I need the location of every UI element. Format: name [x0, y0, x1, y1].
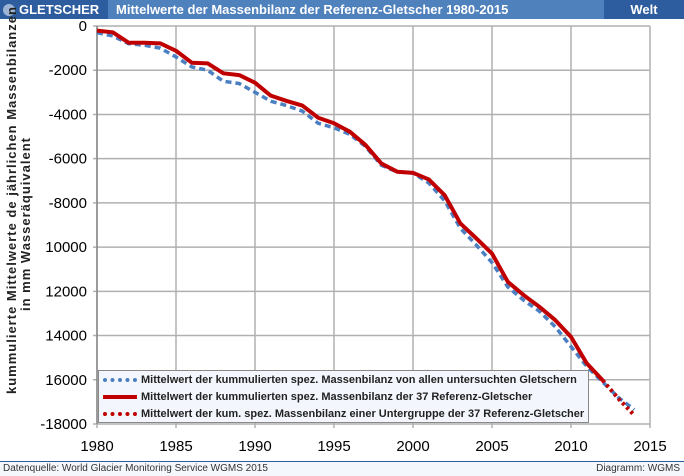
y-axis-label-line2: in mm Wasseräquivalent: [19, 54, 33, 394]
y-tick-label: 10000: [45, 239, 87, 256]
y-tick-label: -4000: [49, 106, 87, 123]
x-tick-label: 2005: [475, 438, 508, 455]
legend-label: Mittelwert der kummulierten spez. Massen…: [141, 374, 577, 386]
y-tick-label: -18000: [40, 416, 87, 433]
legend-item: Mittelwert der kummulierten spez. Massen…: [99, 371, 584, 388]
x-tick-label: 2015: [633, 438, 666, 455]
series-line-solid: [97, 31, 603, 381]
legend-label: Mittelwert der kummulierten spez. Massen…: [141, 391, 532, 403]
x-tick-label: 1990: [238, 438, 271, 455]
y-tick-label: -8000: [49, 195, 87, 212]
x-tick-label: 1980: [80, 438, 113, 455]
solid-red-swatch-icon: [103, 395, 137, 399]
y-tick-label: 12000: [45, 283, 87, 300]
y-axis-label: kummulierte Mittelwerte de jährlichen Ma…: [5, 54, 33, 394]
x-tick-label: 1985: [159, 438, 192, 455]
y-tick-label: -6000: [49, 151, 87, 168]
diagram-credit: Diagramm: WGMS: [596, 463, 680, 474]
series-line-dashed: [97, 33, 634, 410]
legend-item: Mittelwert der kummulierten spez. Massen…: [99, 388, 584, 405]
footer: Datenquelle: World Glacier Monitoring Se…: [0, 461, 684, 476]
dashed-blue-swatch-icon: [103, 378, 137, 382]
x-tick-label: 2010: [554, 438, 587, 455]
dotted-red-swatch-icon: [103, 412, 137, 416]
legend: Mittelwert der kummulierten spez. Massen…: [98, 370, 589, 423]
data-source: Datenquelle: World Glacier Monitoring Se…: [3, 463, 268, 474]
y-tick-label: 16000: [45, 372, 87, 389]
legend-label: Mittelwert der kum. spez. Massenbilanz e…: [141, 408, 584, 420]
y-axis-label-line1: kummulierte Mittelwerte de jährlichen Ma…: [5, 54, 19, 394]
y-tick-label: 0: [79, 18, 87, 35]
y-tick-label: -2000: [49, 62, 87, 79]
x-tick-label: 1995: [317, 438, 350, 455]
x-tick-label: 2000: [396, 438, 429, 455]
y-tick-label: 14000: [45, 328, 87, 345]
legend-item: Mittelwert der kum. spez. Massenbilanz e…: [99, 405, 584, 422]
